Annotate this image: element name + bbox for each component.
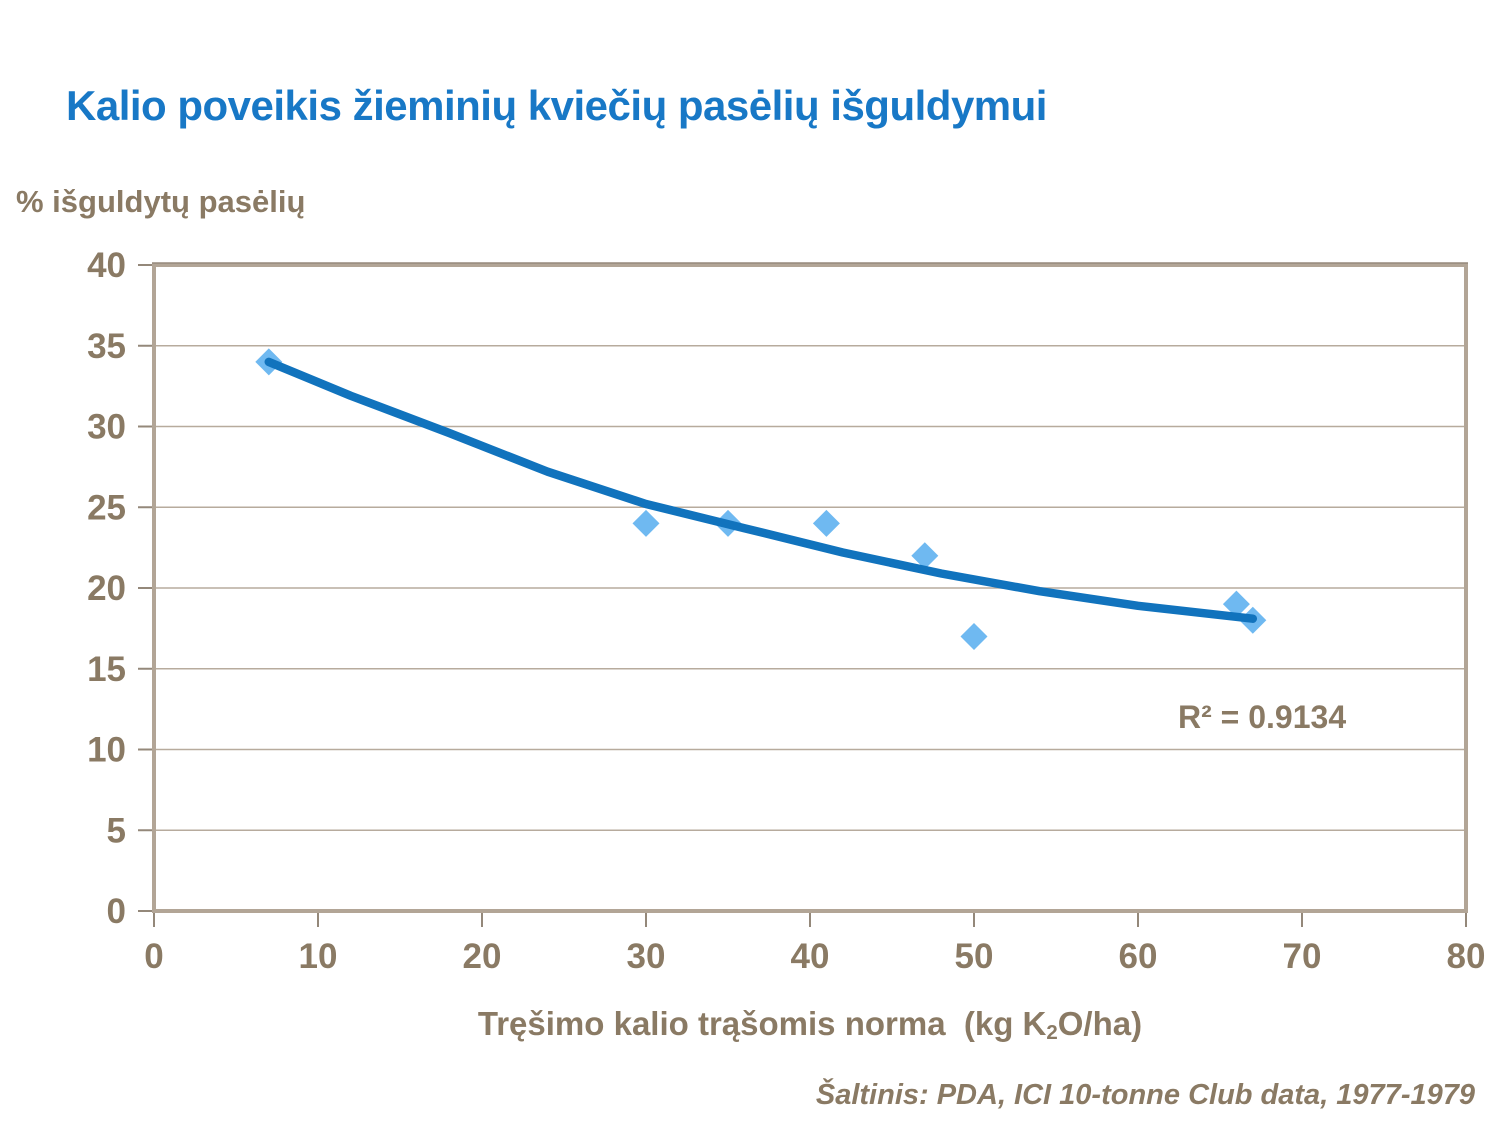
data-point — [960, 622, 988, 650]
x-tick-label: 20 — [463, 937, 502, 976]
y-tick-label: 35 — [87, 327, 126, 366]
data-point — [632, 509, 660, 537]
y-tick-label: 0 — [107, 892, 126, 931]
x-tick-label: 80 — [1447, 937, 1486, 976]
y-tick-label: 10 — [87, 731, 126, 770]
r-squared-annotation: R² = 0.9134 — [1178, 699, 1347, 735]
source-citation: Šaltinis: PDA, ICI 10-tonne Club data, 1… — [815, 1079, 1475, 1111]
y-tick-label: 40 — [87, 246, 126, 285]
x-tick-label: 10 — [299, 937, 338, 976]
x-tick-label: 40 — [791, 937, 830, 976]
x-tick-label: 60 — [1119, 937, 1158, 976]
y-tick-label: 25 — [87, 488, 126, 527]
chart-title: Kalio poveikis žieminių kviečių pasėlių … — [66, 82, 1047, 129]
plot-border — [152, 263, 1468, 913]
data-point — [911, 542, 939, 570]
y-tick-label: 5 — [107, 811, 126, 850]
x-tick-label: 30 — [627, 937, 666, 976]
data-point — [1222, 590, 1250, 618]
y-tick-label: 15 — [87, 650, 126, 689]
x-tick-label: 50 — [955, 937, 994, 976]
y-axis-unit-label: % išguldytų pasėlių — [16, 184, 306, 219]
x-tick-label: 70 — [1283, 937, 1322, 976]
x-axis-title-post: O/ha) — [1057, 1005, 1143, 1042]
y-tick-label: 20 — [87, 569, 126, 608]
y-tick-label: 30 — [87, 408, 126, 447]
trend-line — [264, 357, 1258, 623]
x-tick-label: 0 — [144, 937, 163, 976]
x-axis-title-pre: Tręšimo kalio trąšomis norma (kg K — [477, 1005, 1047, 1042]
x-axis-title: Tręšimo kalio trąšomis norma (kg K2O/ha) — [154, 1005, 1466, 1044]
x-axis-title-subscript: 2 — [1046, 1020, 1058, 1044]
data-point — [812, 509, 840, 537]
